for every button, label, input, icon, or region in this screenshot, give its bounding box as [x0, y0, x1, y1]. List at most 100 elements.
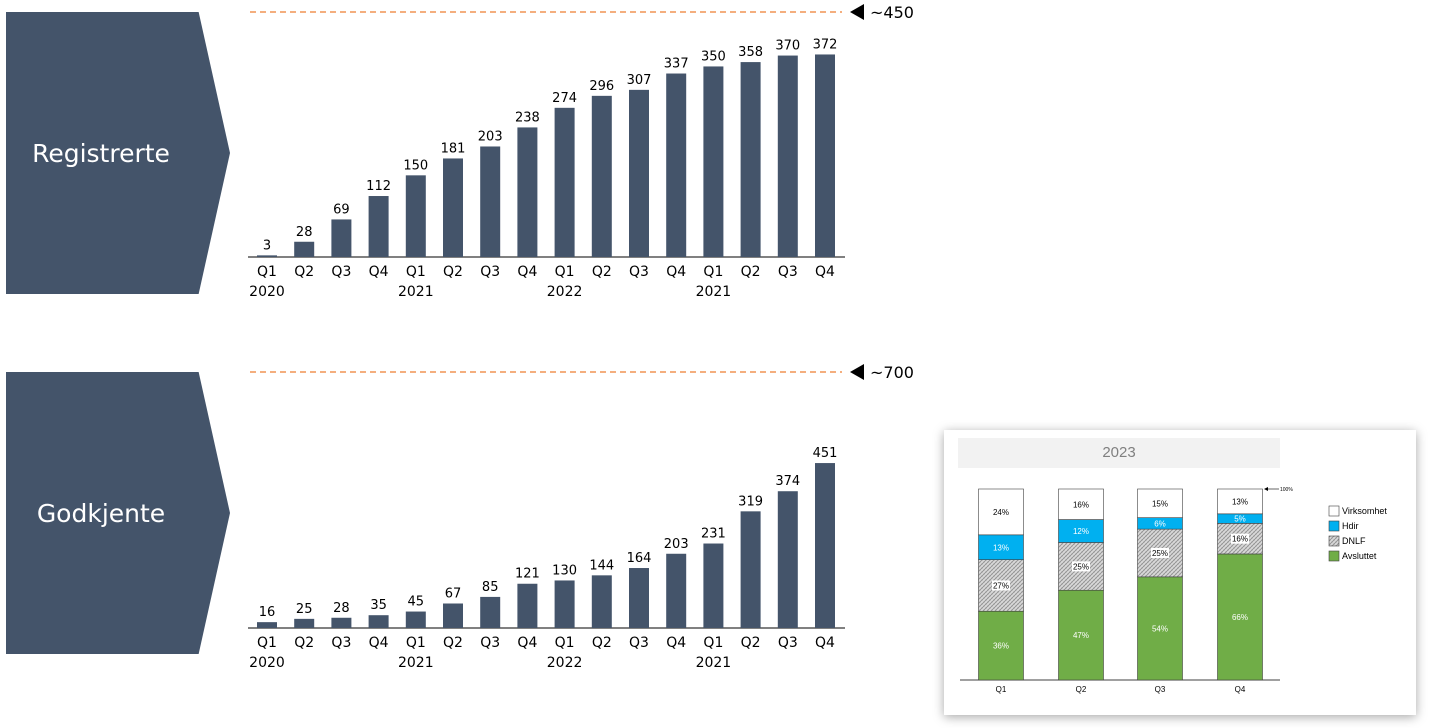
bar: [368, 615, 389, 628]
x-tick-label: Q3: [629, 264, 649, 280]
stacked-column: 54% 25% 6% 15%: [1137, 488, 1183, 681]
stacked-column: 36% 27% 13% 24%: [978, 488, 1024, 681]
x-tick-label: Q3: [778, 264, 798, 280]
legend-swatch: [1328, 535, 1340, 547]
x-tick-label: Q1: [257, 635, 277, 651]
inset-x-tick-label: Q3: [1155, 685, 1166, 694]
bar-value-label: 181: [441, 141, 466, 156]
x-tick-label: Q4: [517, 264, 537, 280]
segment-value-label: 15%: [1152, 499, 1168, 508]
x-tick-label: Q3: [629, 635, 649, 651]
x-tick-label: Q3: [331, 264, 351, 280]
bar-value-label: 203: [664, 537, 689, 552]
x-tick-label: Q1: [257, 264, 277, 280]
bar-value-label: 451: [813, 446, 838, 461]
x-tick-label: Q1: [703, 635, 723, 651]
x-tick-label: Q2: [294, 264, 314, 280]
stacked-column: 47% 25% 12% 16%: [1058, 488, 1104, 681]
x-tick-label: Q4: [666, 264, 686, 280]
x-tick-label: Q1: [406, 635, 426, 651]
section-chevron-godkjente: Godkjente: [6, 372, 230, 654]
segment-label-bg: [1231, 496, 1249, 507]
year-label: 2021: [398, 284, 434, 300]
legend-item-avsluttet: Avsluttet: [1328, 550, 1377, 562]
bar: [331, 617, 352, 628]
bar: [666, 73, 687, 258]
bar-value-label: 67: [445, 586, 462, 601]
bar-value-label: 85: [482, 580, 499, 595]
bar-value-label: 45: [408, 595, 425, 610]
segment-label-bg: [1072, 499, 1090, 510]
segment-value-label: 24%: [993, 508, 1009, 517]
x-tick-label: Q1: [703, 264, 723, 280]
bar: [517, 583, 538, 628]
stacked-column: 66% 16% 5% 13%: [1217, 488, 1263, 681]
segment-value-label: 66%: [1232, 613, 1248, 622]
year-label: 2020: [249, 655, 285, 671]
bar: [554, 580, 575, 628]
bar-chart-registrerte: ~450 3 Q1 28 Q2 69 Q3 112 Q4 150 Q1 181 Q2 203 Q3 238 Q4…: [248, 3, 914, 300]
inset-stacked-bars: 36% 27% 13% 24% Q1 47% 25% 12% 16% Q2 54% 25% 6% 15% Q…: [960, 487, 1387, 694]
bar: [777, 55, 798, 257]
bar: [591, 95, 612, 257]
bar: [777, 491, 798, 628]
bar: [554, 107, 575, 257]
bar: [666, 553, 687, 628]
x-tick-label: Q3: [480, 264, 500, 280]
segment-value-label: 36%: [993, 642, 1009, 651]
x-tick-label: Q2: [294, 635, 314, 651]
segment-value-label: 54%: [1152, 624, 1168, 633]
bar: [517, 127, 538, 257]
x-tick-label: Q2: [741, 264, 761, 280]
legend-label: Hdir: [1342, 521, 1359, 531]
segment-label-bg: [1072, 561, 1090, 572]
bar-value-label: 231: [701, 527, 726, 542]
segment-value-label: 27%: [993, 581, 1009, 590]
bar-value-label: 337: [664, 57, 689, 72]
bar: [480, 596, 501, 628]
x-tick-label: Q3: [480, 635, 500, 651]
legend-swatch: [1328, 550, 1340, 562]
segment-label-bg: [1151, 498, 1169, 509]
bar-value-label: 69: [333, 202, 350, 217]
x-tick-label: Q4: [517, 635, 537, 651]
bar-value-label: 358: [738, 45, 763, 60]
bar: [257, 255, 277, 257]
x-tick-label: Q4: [369, 264, 389, 280]
bar: [405, 175, 426, 257]
x-tick-label: Q3: [778, 635, 798, 651]
bar: [815, 54, 835, 257]
bar: [443, 158, 463, 257]
bar-value-label: 3: [263, 238, 271, 253]
x-tick-label: Q2: [592, 264, 612, 280]
bar-value-label: 130: [552, 563, 577, 578]
x-tick-label: Q2: [443, 264, 463, 280]
x-tick-label: Q1: [555, 635, 575, 651]
bar: [331, 219, 352, 257]
bar-value-label: 274: [552, 91, 577, 106]
bar-value-label: 35: [370, 598, 387, 613]
x-tick-label: Q1: [555, 264, 575, 280]
inset-title: 2023: [958, 438, 1280, 468]
segment-value-label: 5%: [1234, 515, 1246, 524]
target-arrow-icon: [850, 364, 864, 380]
bar: [703, 66, 724, 257]
inset-x-tick-label: Q2: [1076, 685, 1087, 694]
bar: [443, 603, 463, 628]
x-tick-label: Q2: [741, 635, 761, 651]
bar: [740, 62, 761, 257]
year-label: 2022: [547, 284, 583, 300]
segment-value-label: 16%: [1232, 535, 1248, 544]
bar-value-label: 370: [775, 39, 800, 54]
segment-value-label: 16%: [1073, 500, 1089, 509]
year-label: 2021: [398, 655, 434, 671]
bar-value-label: 307: [627, 73, 652, 88]
bar-chart-godkjente: ~700 16 Q1 25 Q2 28 Q3 35 Q4 45 Q1 67 Q2 85 Q3 121 Q4 130…: [248, 363, 914, 671]
bar-value-label: 319: [738, 494, 763, 509]
x-tick-label: Q4: [815, 635, 835, 651]
section-label-registrerte: Registrerte: [32, 138, 170, 168]
bar: [629, 568, 649, 628]
bar-value-label: 16: [259, 605, 276, 620]
x-tick-label: Q4: [666, 635, 686, 651]
